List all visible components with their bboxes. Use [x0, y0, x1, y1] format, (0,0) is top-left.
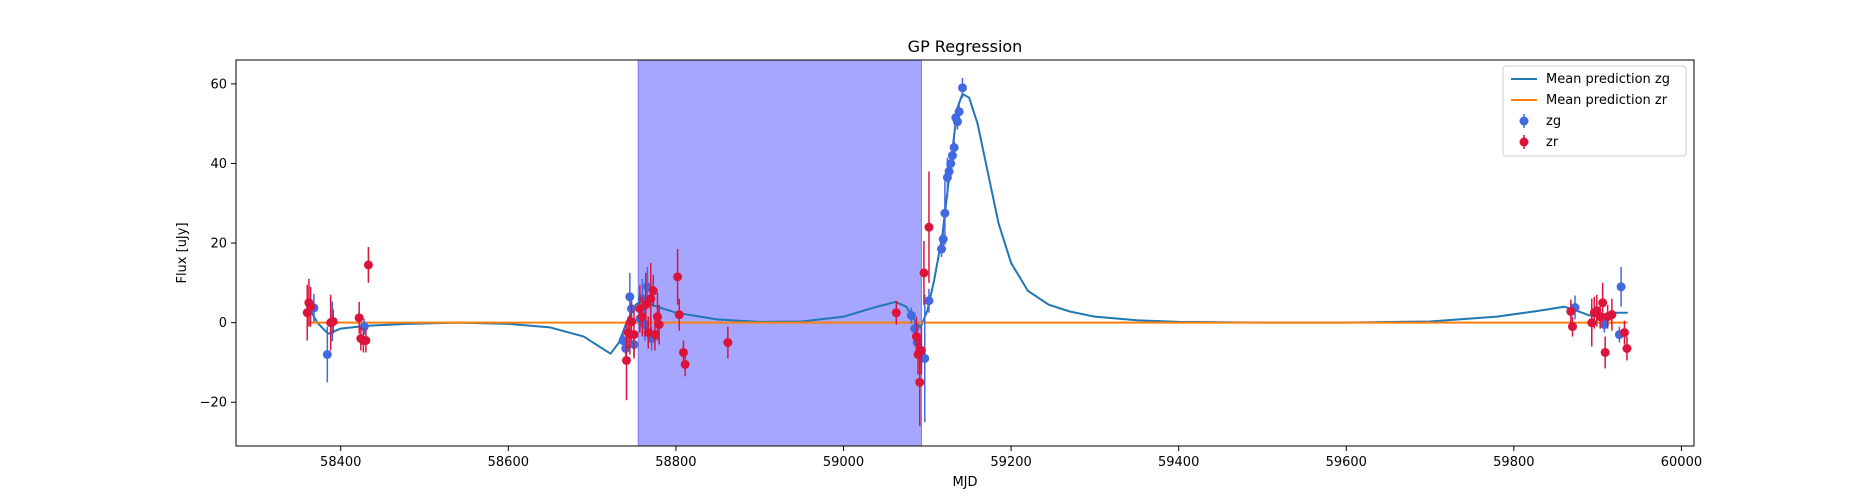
chart-title: GP Regression — [908, 37, 1023, 56]
zr-point — [637, 312, 647, 322]
zr-point — [673, 272, 683, 282]
zr-point — [916, 345, 926, 355]
zr-point — [652, 312, 662, 322]
zg-point — [947, 151, 957, 161]
y-tick-label: 60 — [210, 77, 227, 92]
zg-point — [952, 117, 962, 127]
zr-point — [654, 320, 664, 330]
zg-point — [949, 143, 959, 153]
zg-point — [957, 83, 967, 93]
y-tick-label: 20 — [210, 237, 227, 252]
x-tick-label: 59200 — [990, 455, 1031, 470]
zr-point — [1619, 328, 1629, 338]
zr-point — [919, 268, 929, 278]
zr-point — [1598, 298, 1608, 308]
zr-point — [1568, 322, 1577, 332]
zr-point — [891, 308, 901, 318]
legend-label-zr-line: Mean prediction zr — [1546, 93, 1668, 108]
zr-point — [629, 330, 639, 340]
legend: Mean prediction zg Mean prediction zr zg… — [1502, 65, 1687, 157]
zg-point — [1616, 282, 1626, 292]
shaded-region — [637, 59, 922, 447]
y-axis: −20 0 20 40 60 — [200, 77, 236, 411]
series-layer — [302, 77, 1632, 427]
zg-point — [938, 234, 948, 244]
zg-point — [940, 208, 950, 218]
x-axis-label: MJD — [952, 475, 977, 490]
zr-point — [306, 302, 316, 312]
zr-point — [723, 338, 733, 348]
zg-point — [954, 107, 964, 117]
zr-point — [680, 359, 690, 369]
y-axis-label: Flux [uJy] — [175, 222, 190, 283]
zr-point — [641, 300, 651, 310]
zg-point — [920, 353, 930, 363]
zr-point — [915, 377, 925, 387]
y-tick-label: 40 — [210, 157, 227, 172]
zr-point — [621, 355, 631, 365]
x-tick-label: 59000 — [823, 455, 864, 470]
zg-point — [906, 310, 916, 320]
zg-point — [322, 349, 332, 359]
zr-point — [1622, 344, 1632, 354]
x-tick-label: 59800 — [1493, 455, 1534, 470]
legend-swatch-zr-marker — [1519, 137, 1529, 147]
x-tick-label: 59400 — [1158, 455, 1199, 470]
x-tick-label: 58600 — [488, 455, 529, 470]
zr-point — [678, 347, 688, 357]
zr-points — [302, 171, 1632, 427]
x-tick-label: 58800 — [655, 455, 696, 470]
zr-point — [363, 260, 373, 270]
zg-point — [625, 292, 635, 302]
zg-point — [937, 244, 947, 254]
zr-point — [1607, 310, 1617, 320]
zg-point — [944, 166, 954, 176]
y-tick-label: −20 — [200, 396, 227, 411]
zr-point — [648, 286, 658, 296]
plot-area — [236, 60, 1694, 446]
legend-label-zg-line: Mean prediction zg — [1546, 72, 1670, 87]
x-axis: 58400 58600 58800 59000 59200 59400 59600 59800… — [320, 446, 1702, 470]
zr-point — [1566, 306, 1576, 316]
x-tick-label: 59600 — [1326, 455, 1367, 470]
legend-label-zg: zg — [1546, 114, 1561, 129]
zr-point — [354, 313, 364, 323]
x-tick-label: 60000 — [1661, 455, 1702, 470]
zg-point — [946, 158, 956, 168]
legend-swatch-zg-marker — [1519, 116, 1529, 126]
zr-point — [674, 310, 684, 320]
zr-point — [924, 222, 934, 232]
legend-box — [1502, 65, 1687, 157]
zr-point — [328, 316, 338, 326]
zr-point — [1600, 347, 1610, 357]
x-tick-label: 58400 — [320, 455, 361, 470]
plot-frame — [235, 59, 1695, 447]
legend-label-zr: zr — [1546, 135, 1559, 150]
zg-point — [924, 296, 934, 306]
y-tick-label: 0 — [219, 316, 227, 331]
zr-point — [361, 336, 371, 346]
